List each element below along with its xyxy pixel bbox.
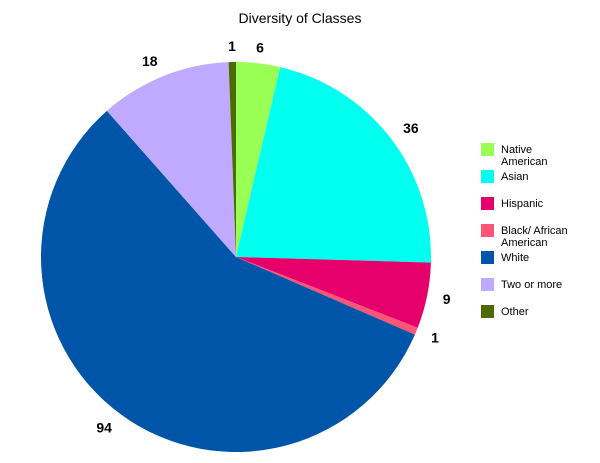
legend-swatch-black-african-american xyxy=(481,224,494,237)
pie-slices xyxy=(41,62,431,452)
slice-asian xyxy=(236,67,431,263)
legend-label-asian: Asian xyxy=(501,171,529,183)
legend: Native American Asian Hispanic Black/ Africa… xyxy=(481,143,568,318)
slice-other xyxy=(228,62,236,257)
data-label-asian: 36 xyxy=(403,120,419,136)
legend-swatch-asian xyxy=(481,170,494,183)
chart-title: Diversity of Classes xyxy=(239,10,362,26)
data-label-native-american: 6 xyxy=(256,39,264,55)
slice-two-or-more xyxy=(106,62,236,258)
data-label-hispanic: 9 xyxy=(443,291,451,307)
slice-hispanic xyxy=(236,257,431,328)
legend-swatch-hispanic xyxy=(481,197,494,210)
legend-label-black-african-american: Black/ African American xyxy=(501,225,568,249)
legend-label-white: White xyxy=(501,252,529,264)
data-label-two-or-more: 18 xyxy=(142,53,158,69)
slice-native-american xyxy=(236,62,281,257)
legend-label-two-or-more: Two or more xyxy=(501,279,562,291)
data-labels: 6 36 9 1 94 18 1 xyxy=(96,38,450,436)
data-label-other: 1 xyxy=(228,38,236,54)
data-label-white: 94 xyxy=(96,420,112,436)
legend-label-other: Other xyxy=(501,306,529,318)
slice-white xyxy=(41,110,415,452)
data-label-black-african-american: 1 xyxy=(431,329,439,345)
legend-swatch-two-or-more xyxy=(481,278,494,291)
legend-swatch-white xyxy=(481,251,494,264)
slice-black-african-american xyxy=(236,257,418,335)
legend-swatch-other xyxy=(481,305,494,318)
legend-label-hispanic: Hispanic xyxy=(501,198,544,210)
legend-label-native-american: Native American xyxy=(501,144,547,168)
legend-swatch-native-american xyxy=(481,143,494,156)
